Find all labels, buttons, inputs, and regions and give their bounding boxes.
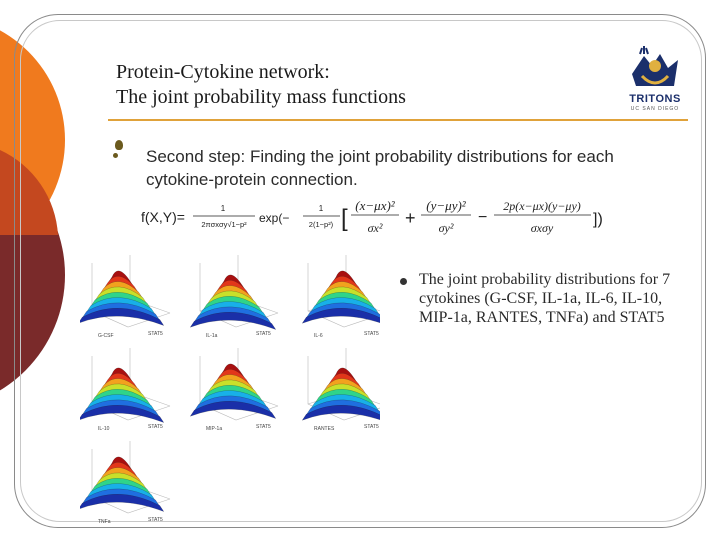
formula-lhs: f(X,Y)= — [141, 209, 185, 225]
plot-ylabel: STAT5 — [148, 517, 163, 523]
plot-ylabel: STAT5 — [364, 424, 379, 430]
logo-subtitle: UC SAN DIEGO — [630, 106, 680, 112]
title-line-1: Protein-Cytokine network: — [116, 61, 330, 83]
surface-plot: RANTES STAT5 — [301, 348, 380, 432]
surface-plot: IL-1a STAT5 — [189, 255, 279, 339]
slide-frame-inner — [20, 20, 702, 522]
bullet-marker — [115, 140, 123, 150]
plot-ylabel: STAT5 — [148, 424, 163, 430]
formula-term1-num: (x−μx)² — [355, 198, 395, 213]
logo-text: TRITONS — [629, 93, 681, 105]
plot-xlabel: IL-6 — [314, 333, 323, 339]
tritons-logo — [632, 46, 678, 86]
plot-xlabel: TNFa — [98, 519, 111, 525]
title-rule — [108, 119, 688, 121]
plot-xlabel: IL-1a — [206, 333, 218, 339]
plot-ylabel: STAT5 — [256, 424, 271, 430]
formula-num2: 1 — [319, 204, 324, 213]
plot-ylabel: STAT5 — [256, 331, 271, 337]
surface-plot: MIP-1a STAT5 — [189, 348, 279, 432]
formula-exp: exp(− — [259, 211, 289, 225]
plot-ylabel: STAT5 — [148, 331, 163, 337]
formula-den2: 2(1−p²) — [309, 220, 334, 229]
bullet-dot — [400, 278, 407, 285]
surface-plot: TNFa STAT5 — [80, 441, 171, 525]
step-text: Second step: Finding the joint probabili… — [146, 147, 614, 189]
formula-den1: 2πσxσy√1−p² — [201, 220, 247, 229]
formula-num1: 1 — [221, 204, 226, 213]
surface-plot: IL-6 STAT5 — [301, 255, 380, 339]
plot-xlabel: IL-10 — [98, 426, 110, 432]
plot-ylabel: STAT5 — [364, 331, 379, 337]
bivariate-normal-formula: f(X,Y)= 1 2πσxσy√1−p² exp(− 1 2(1−p²) [ … — [141, 198, 603, 235]
formula-term3-den: σxσy — [531, 221, 554, 235]
title-line-2: The joint probability mass functions — [116, 86, 406, 108]
surface-plot: G-CSF STAT5 — [80, 255, 171, 339]
slide-frame — [14, 14, 706, 528]
distributions-text: The joint probability distributions for … — [419, 271, 671, 326]
formula-term3-num: 2p(x−μx)(y−μy) — [503, 199, 581, 213]
formula-term2-den: σy² — [439, 221, 454, 235]
formula-close: ]) — [593, 211, 603, 228]
slide-title: Protein-Cytokine network: The joint prob… — [116, 60, 406, 110]
formula-plus: + — [405, 208, 416, 228]
formula-minus: − — [478, 209, 487, 226]
plot-xlabel: RANTES — [314, 426, 335, 432]
plot-xlabel: MIP-1a — [206, 426, 222, 432]
formula-bracket: [ — [341, 205, 348, 232]
bullet-marker-dot — [113, 153, 118, 158]
surface-plot: IL-10 STAT5 — [80, 348, 171, 432]
formula-term2-num: (y−μy)² — [426, 198, 466, 213]
formula-term1-den: σx² — [368, 221, 383, 235]
plot-xlabel: G-CSF — [98, 333, 114, 339]
